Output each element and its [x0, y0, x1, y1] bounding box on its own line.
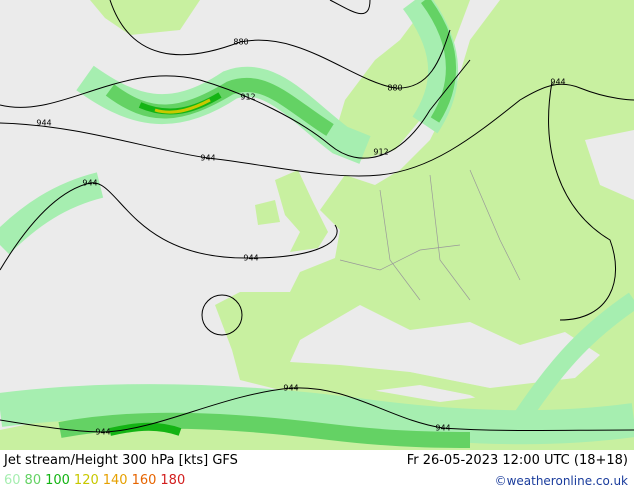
- legend-item: 100: [45, 473, 70, 488]
- contour-label: 880: [387, 84, 402, 93]
- contour-label: 944: [243, 254, 258, 263]
- contour-label: 944: [435, 424, 450, 433]
- contour-line: [0, 83, 634, 177]
- jet-band: [420, 0, 456, 123]
- jet-band: [0, 172, 104, 255]
- contour-line: [0, 182, 338, 271]
- greenland-land: [90, 0, 200, 35]
- contour-label: 944: [283, 384, 298, 393]
- legend-item: 60: [4, 473, 21, 488]
- contour-label: 880: [233, 38, 248, 47]
- jet-band: [512, 292, 634, 425]
- contour-label: 944: [200, 154, 215, 163]
- contour-label: 912: [373, 148, 388, 157]
- contour-line: [0, 59, 471, 159]
- legend-item: 80: [24, 473, 42, 488]
- britain-land: [275, 170, 328, 252]
- contour-line: [0, 387, 634, 433]
- contour-line: [201, 294, 243, 336]
- ireland-land: [255, 200, 280, 225]
- credit: ©weatheronline.co.uk: [494, 474, 628, 488]
- valid-time: Fr 26-05-2023 12:00 UTC (18+18): [406, 453, 628, 468]
- legend: 60 80 100 120 140 160 180: [4, 473, 189, 488]
- map-title: Jet stream/Height 300 hPa [kts] GFS: [4, 453, 238, 468]
- legend-item: 120: [73, 473, 99, 488]
- contour-label: 944: [36, 119, 51, 128]
- contour-label: 944: [82, 179, 97, 188]
- legend-item: 180: [160, 473, 186, 488]
- legend-item: 160: [131, 473, 157, 488]
- legend-item: 140: [102, 473, 128, 488]
- mediterranean: [290, 305, 600, 388]
- country-border: [339, 169, 521, 301]
- jet-band: [402, 0, 459, 134]
- map: 880 880 912 912 944 944 944 944 944 944 …: [0, 0, 634, 450]
- contour-line: [548, 81, 617, 321]
- jet-band: [58, 412, 471, 448]
- contour-label: 944: [95, 428, 110, 437]
- contour-label: 944: [550, 78, 565, 87]
- contour-line: [109, 0, 451, 89]
- jet-band: [0, 384, 634, 445]
- contour-label: 912: [240, 93, 255, 102]
- caspian: [585, 130, 634, 200]
- jet-core: [154, 98, 211, 114]
- contour-line: [329, 0, 371, 15]
